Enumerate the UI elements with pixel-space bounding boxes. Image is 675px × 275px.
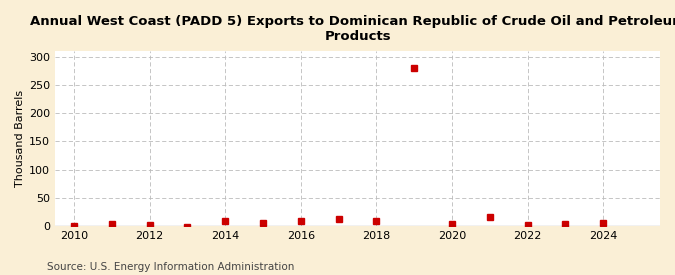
Y-axis label: Thousand Barrels: Thousand Barrels [15, 90, 25, 187]
Text: Source: U.S. Energy Information Administration: Source: U.S. Energy Information Administ… [47, 262, 294, 272]
Title: Annual West Coast (PADD 5) Exports to Dominican Republic of Crude Oil and Petrol: Annual West Coast (PADD 5) Exports to Do… [30, 15, 675, 43]
